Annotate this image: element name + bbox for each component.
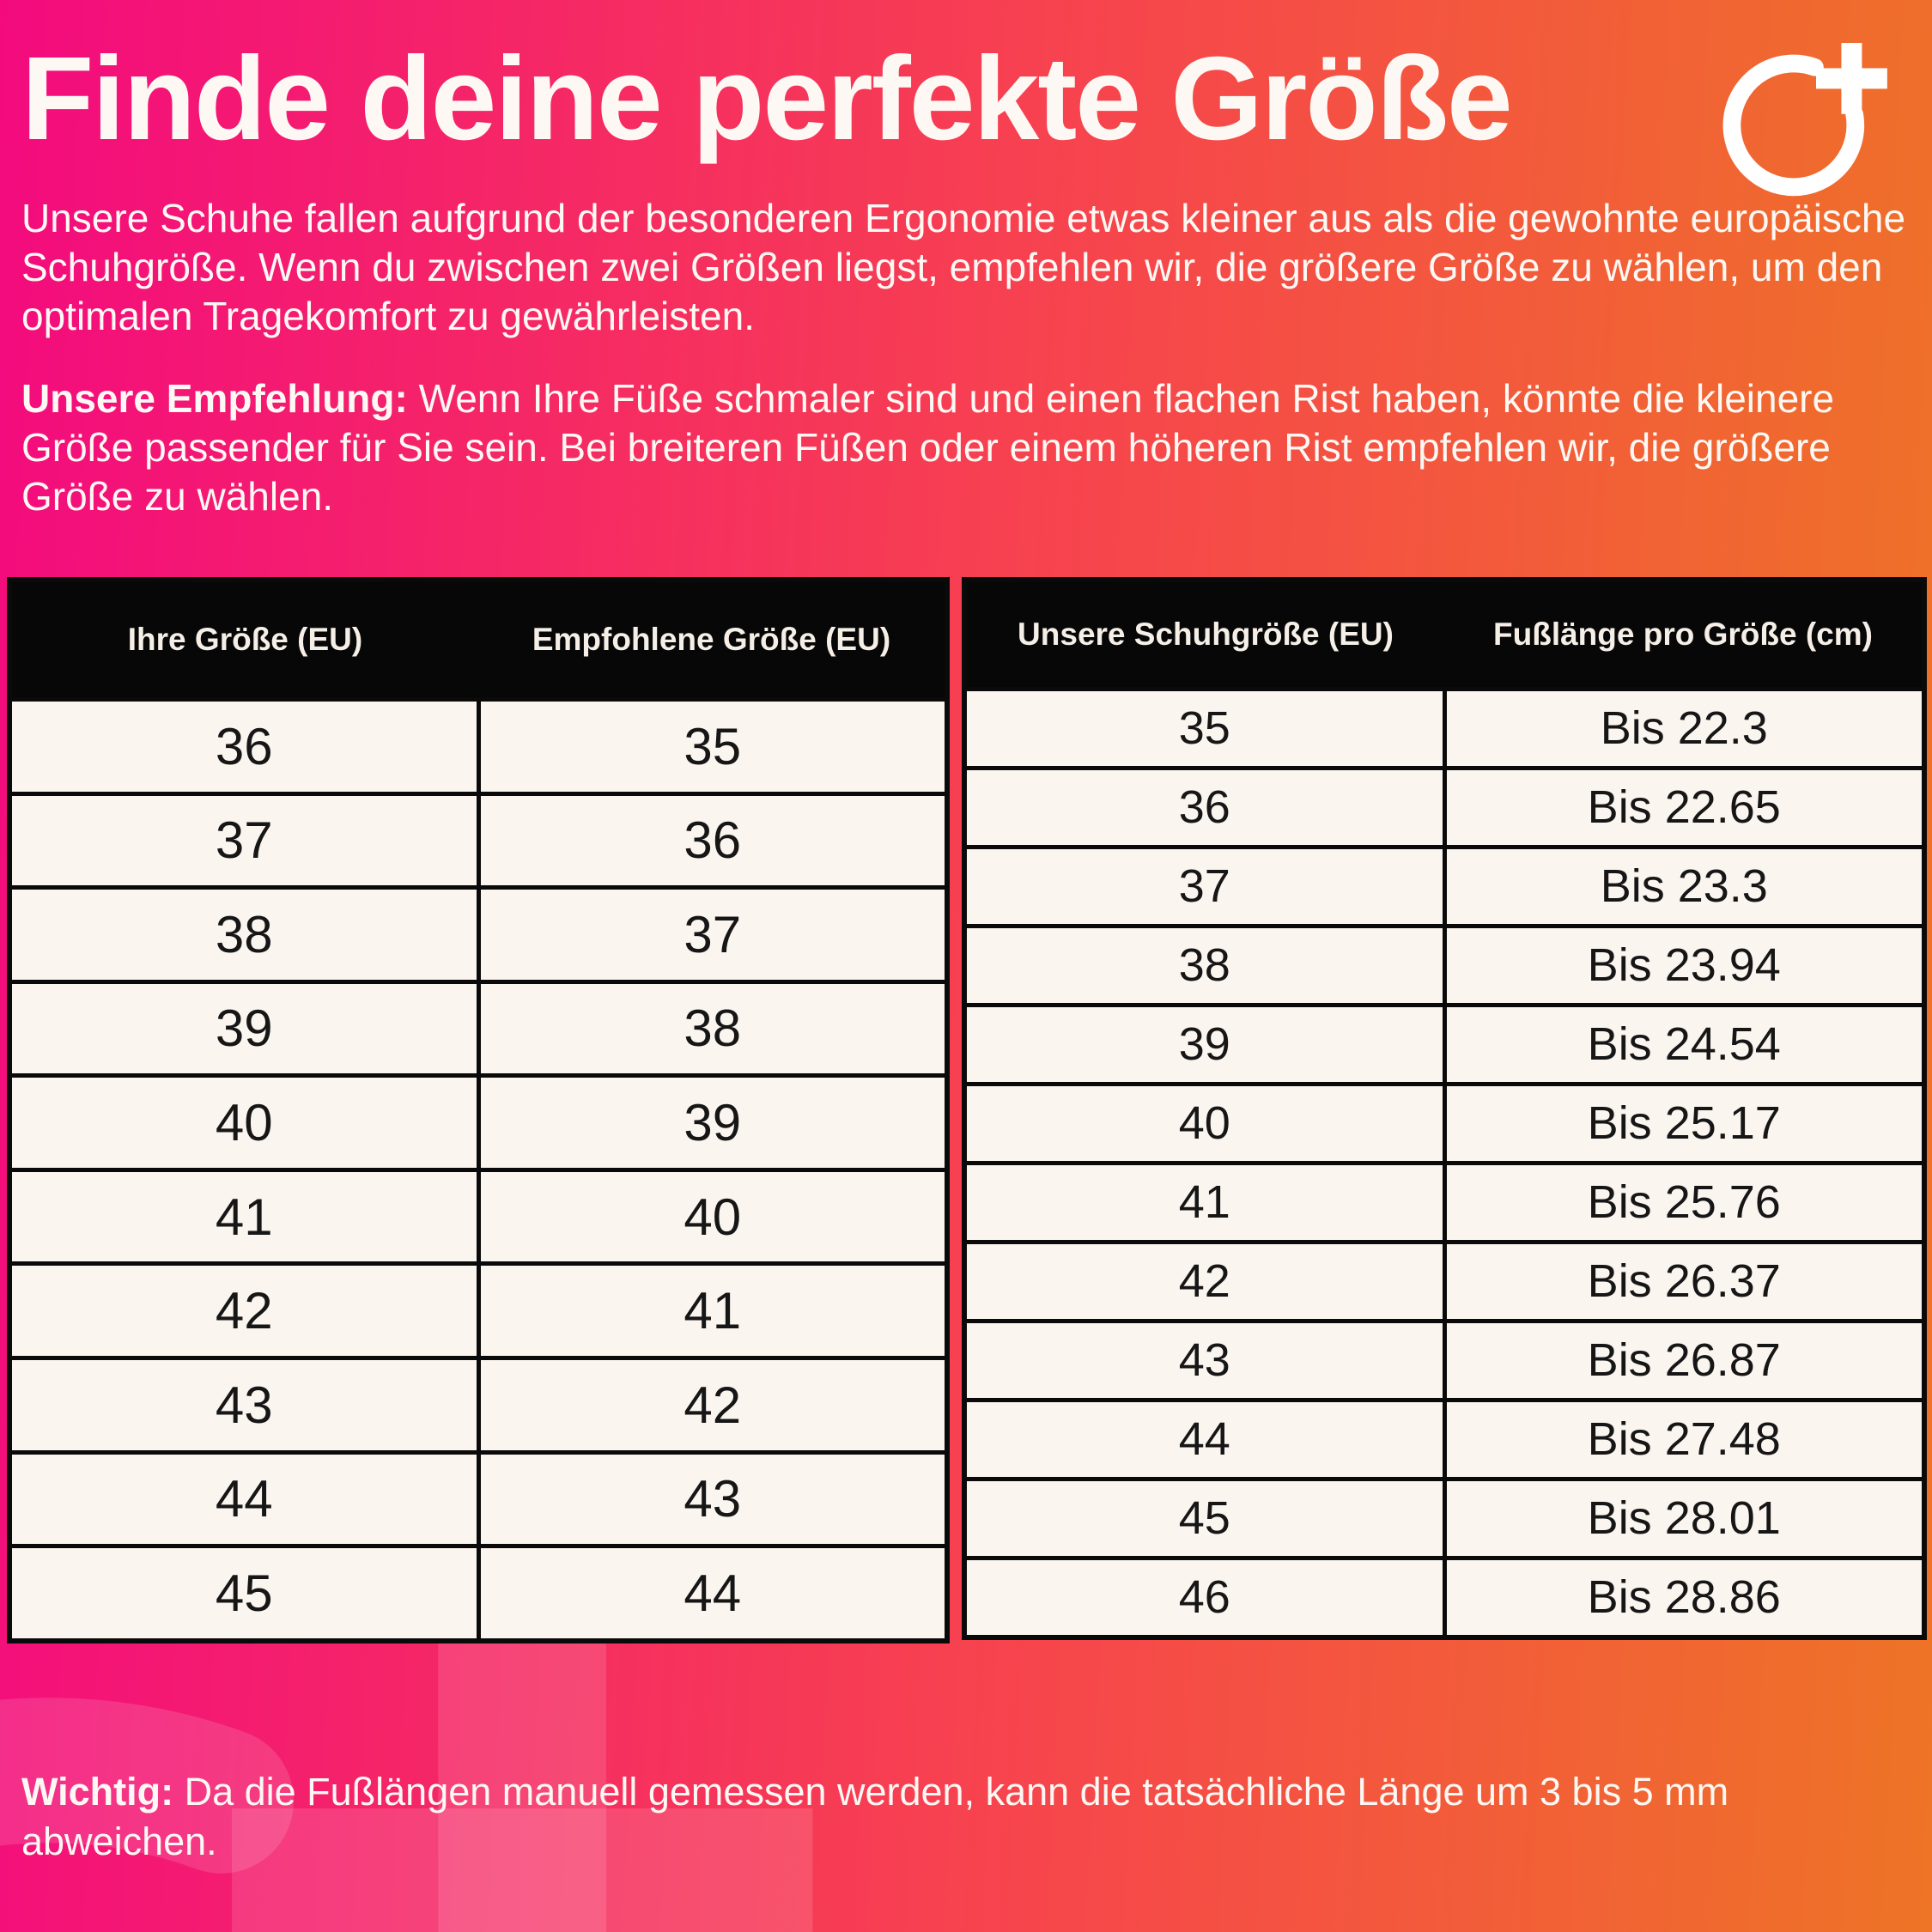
table-cell: 36	[7, 697, 481, 796]
table-row: 42 Bis 26.37	[962, 1239, 1927, 1323]
table-row: 41 40	[7, 1167, 950, 1267]
table-cell: 35	[962, 687, 1447, 770]
table-row: 45 44	[7, 1544, 950, 1643]
page-title: Finde deine perfekte Größe	[21, 33, 1513, 165]
table-row: 40 39	[7, 1073, 950, 1172]
table-cell: 37	[962, 844, 1447, 928]
table-cell: Bis 22.3	[1442, 687, 1927, 770]
table-cell: 45	[962, 1476, 1447, 1560]
table-row: 42 41	[7, 1261, 950, 1360]
table-cell: Bis 26.87	[1442, 1318, 1927, 1402]
table-row: 46 Bis 28.86	[962, 1555, 1927, 1640]
table-cell: 41	[962, 1160, 1447, 1244]
table-cell: 45	[7, 1544, 481, 1643]
table-cell: 43	[476, 1449, 950, 1549]
table-cell: 39	[962, 1002, 1447, 1086]
table-cell: 38	[962, 923, 1447, 1007]
table-row: 43 42	[7, 1355, 950, 1455]
note-body: Da die Fußlängen manuell gemessen werden…	[21, 1770, 1729, 1863]
table-cell: 40	[7, 1073, 481, 1172]
column-header: Unsere Schuhgröße (EU)	[964, 580, 1444, 690]
header-row: Ihre Größe (EU) Empfohlene Größe (EU)	[9, 580, 947, 700]
recommendation-label: Unsere Empfehlung:	[21, 376, 408, 421]
table-row: 38 Bis 23.94	[962, 923, 1927, 1007]
table-row: 36 Bis 22.65	[962, 765, 1927, 849]
circle-plus-logo-icon	[1722, 42, 1887, 197]
table-cell: 42	[7, 1261, 481, 1360]
table-cell: Bis 23.3	[1442, 844, 1927, 928]
table-row: 44 Bis 27.48	[962, 1397, 1927, 1481]
table-cell: 44	[962, 1397, 1447, 1481]
table-cell: 44	[476, 1544, 950, 1643]
table-cell: Bis 25.17	[1442, 1081, 1927, 1165]
table-cell: 40	[476, 1167, 950, 1267]
table-cell: 42	[476, 1355, 950, 1455]
table-cell: 38	[476, 979, 950, 1078]
table-cell: 41	[7, 1167, 481, 1267]
note-text: Wichtig: Da die Fußlängen manuell gemess…	[21, 1767, 1868, 1866]
table-cell: 41	[476, 1261, 950, 1360]
table-cell: 36	[962, 765, 1447, 849]
size-table: Unsere Schuhgröße (EU) Fußlänge pro Größe…	[962, 577, 1927, 1640]
table-row: 45 Bis 28.01	[962, 1476, 1927, 1560]
table-row: 40 Bis 25.17	[962, 1081, 1927, 1165]
table-row: 41 Bis 25.76	[962, 1160, 1927, 1244]
note-label: Wichtig:	[21, 1770, 174, 1814]
table-cell: 43	[7, 1355, 481, 1455]
table-cell: 37	[476, 885, 950, 984]
table-cell: 44	[7, 1449, 481, 1549]
table-row: 36 35	[7, 697, 950, 796]
table-cell: 40	[962, 1081, 1447, 1165]
table-cell: 42	[962, 1239, 1447, 1323]
table-row: 43 Bis 26.87	[962, 1318, 1927, 1402]
table-row: 39 38	[7, 979, 950, 1078]
size-table: Ihre Größe (EU) Empfohlene Größe (EU) 36 35…	[7, 577, 950, 1643]
column-header: Ihre Größe (EU)	[9, 580, 478, 700]
table-cell: 38	[7, 885, 481, 984]
table-cell: 43	[962, 1318, 1447, 1402]
table-cell: 37	[7, 791, 481, 890]
table-row: 37 36	[7, 791, 950, 890]
table-row: 37 Bis 23.3	[962, 844, 1927, 928]
intro-text: Unsere Schuhe fallen aufgrund der besond…	[21, 196, 1906, 339]
table-cell: 39	[476, 1073, 950, 1172]
table-cell: Bis 24.54	[1442, 1002, 1927, 1086]
table-cell: Bis 22.65	[1442, 765, 1927, 849]
table-cell: 36	[476, 791, 950, 890]
column-header: Fußlänge pro Größe (cm)	[1444, 580, 1924, 690]
column-header: Empfohlene Größe (EU)	[478, 580, 947, 700]
table-cell: Bis 28.01	[1442, 1476, 1927, 1560]
recommendation-text: Unsere Empfehlung: Wenn Ihre Füße schmal…	[21, 374, 1906, 521]
foot-length-table: Unsere Schuhgröße (EU) Fußlänge pro Größe…	[962, 577, 1927, 1640]
recommendation-body: Wenn Ihre Füße schmaler sind und einen f…	[21, 376, 1835, 519]
table-cell: Bis 28.86	[1442, 1555, 1927, 1640]
table-cell: 35	[476, 697, 950, 796]
table-cell: Bis 23.94	[1442, 923, 1927, 1007]
table-cell: Bis 25.76	[1442, 1160, 1927, 1244]
table-cell: 46	[962, 1555, 1447, 1640]
table-cell: 39	[7, 979, 481, 1078]
table-cell: Bis 27.48	[1442, 1397, 1927, 1481]
table-cell: Bis 26.37	[1442, 1239, 1927, 1323]
table-row: 39 Bis 24.54	[962, 1002, 1927, 1086]
size-conversion-table: Ihre Größe (EU) Empfohlene Größe (EU) 36 35…	[7, 577, 950, 1643]
table-row: 38 37	[7, 885, 950, 984]
header-row: Unsere Schuhgröße (EU) Fußlänge pro Größe…	[964, 580, 1924, 690]
table-row: 44 43	[7, 1449, 950, 1549]
table-row: 35 Bis 22.3	[962, 687, 1927, 770]
